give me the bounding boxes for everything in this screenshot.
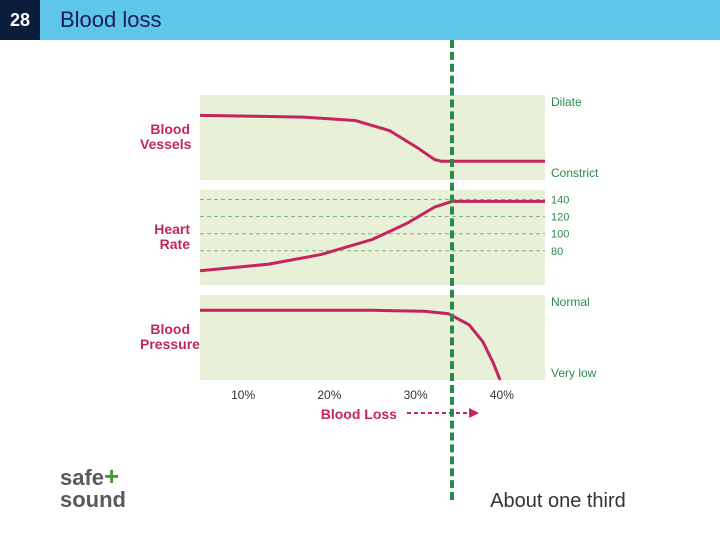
logo-sound-text: sound (60, 490, 126, 510)
x-axis-arrow-icon (140, 95, 585, 428)
safe-sound-logo: safe+ sound (60, 465, 126, 510)
page-number: 28 (0, 0, 40, 40)
slide-title: Blood loss (40, 0, 720, 40)
slide-header: 28 Blood loss (0, 0, 720, 40)
threshold-line (450, 40, 454, 500)
slide-caption: About one third (490, 490, 626, 513)
chart-area: BloodVessels Dilate Constrict HeartRate … (140, 95, 620, 405)
